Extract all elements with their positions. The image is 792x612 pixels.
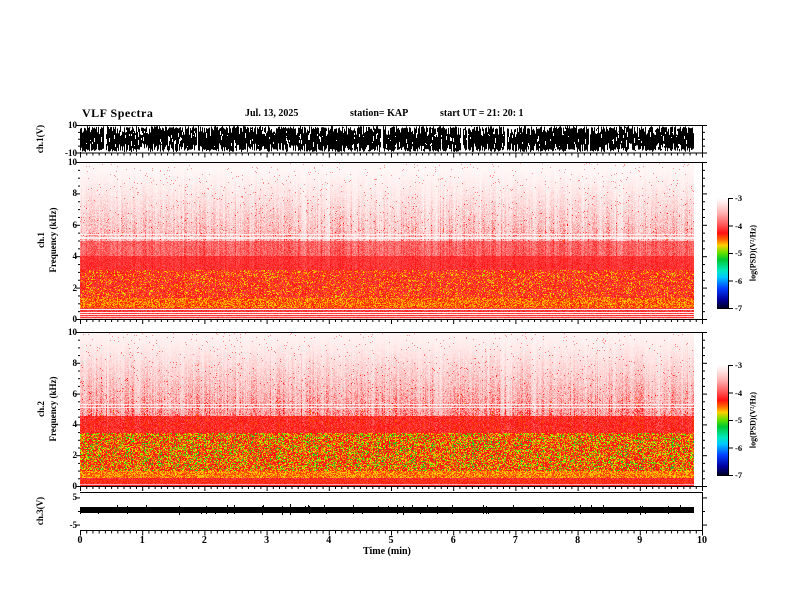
colorbar-ch2	[717, 365, 728, 475]
x-tick-label: 2	[201, 535, 207, 546]
colorbar1-tick-label: -4	[735, 220, 743, 231]
sp2-ylabel-axis: Frequency (kHz)	[48, 376, 58, 442]
sp1-ylabel-channel: ch.1	[36, 232, 46, 248]
colorbar2-tick-label: -3	[735, 360, 743, 370]
ch1-wave-ylabel: ch.1(V)	[35, 124, 45, 154]
colorbar1-label: log(PSD)(V²/Hz)	[748, 224, 758, 282]
x-tick-label: 3	[264, 535, 270, 546]
colorbar1-tick-label: -7	[735, 303, 743, 313]
ch1-waveform-canvas	[80, 126, 694, 152]
x-tick-label: 8	[575, 535, 581, 546]
colorbar2-tick-label: -4	[735, 387, 743, 398]
ch1-wave-y-tick-label: -10	[65, 147, 77, 158]
x-tick-label: 9	[637, 535, 643, 546]
x-tick-label: 7	[512, 535, 518, 546]
sp1-y-tick-label: 6	[72, 219, 78, 230]
colorbar2-tick-label: -7	[735, 470, 743, 480]
x-tick-label: 5	[388, 535, 394, 546]
sp2-y-tick-label: 8	[72, 357, 78, 368]
header-start-ut: start UT = 21: 20: 1	[440, 108, 524, 119]
colorbar1-tick-label: -3	[735, 193, 743, 203]
ch2-spectrogram-canvas	[80, 333, 694, 486]
ch3-y-tick-label: 5	[72, 492, 78, 503]
ch3-y-tick-label: -5	[69, 519, 78, 530]
x-tick-label: 6	[450, 535, 456, 546]
colorbar2-tick-label: -6	[735, 442, 743, 453]
ch1-wave-y-tick-label: 10	[68, 120, 77, 130]
ch3-wave-ylabel: ch.3(V)	[35, 496, 45, 526]
sp1-y-tick-label: 8	[72, 188, 78, 199]
colorbar2-label: log(PSD)(V²/Hz)	[748, 391, 758, 449]
header-date: Jul. 13, 2025	[245, 108, 299, 119]
sp2-y-tick-label: 2	[72, 450, 78, 461]
x-tick-label: 10	[697, 535, 707, 546]
colorbar2-tick-label: -5	[735, 415, 743, 425]
x-tick-label: 0	[77, 535, 83, 546]
sp2-ylabel-channel: ch.2	[36, 401, 46, 417]
sp1-ylabel-axis: Frequency (kHz)	[48, 207, 58, 273]
ch1-spectrogram-canvas	[80, 163, 694, 319]
xaxis-title: Time (min)	[363, 546, 411, 557]
sp2-y-tick-label: 4	[72, 419, 78, 430]
x-tick-label: 1	[139, 535, 145, 546]
header-station: station= KAP	[350, 108, 409, 119]
sp1-y-tick-label: 10	[68, 157, 77, 167]
x-tick-label: 4	[326, 535, 332, 546]
colorbar1-tick-label: -6	[735, 275, 743, 286]
colorbar-ch1	[717, 198, 728, 308]
sp1-y-tick-label: 4	[72, 251, 78, 262]
figure-title: VLF Spectra	[82, 106, 154, 120]
ch3-waveform-canvas	[80, 493, 694, 530]
sp2-y-tick-label: 10	[68, 327, 77, 337]
sp2-y-tick-label: 6	[72, 388, 78, 399]
sp1-y-tick-label: 2	[72, 282, 78, 293]
sp2-y-tick-label: 0	[72, 481, 78, 491]
sp1-y-tick-label: 0	[72, 314, 78, 324]
colorbar1-tick-label: -5	[735, 248, 743, 258]
